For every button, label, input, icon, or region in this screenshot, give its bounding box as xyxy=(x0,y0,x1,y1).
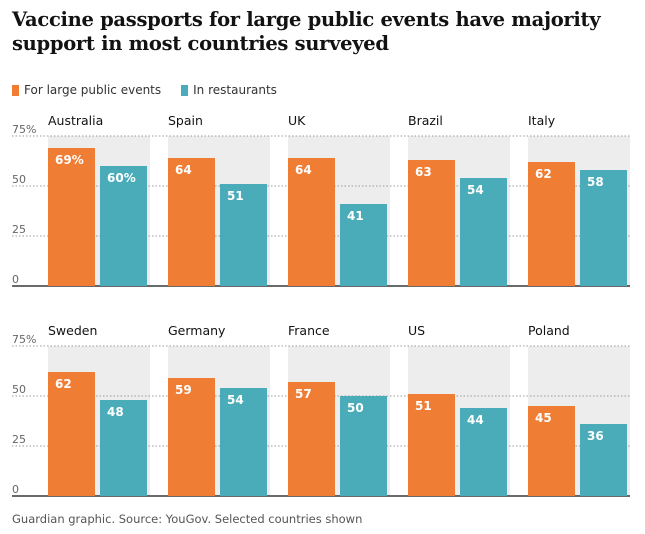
legend-item-events: For large public events xyxy=(12,83,161,97)
bar-large-events xyxy=(408,394,455,496)
bar-large-events xyxy=(408,160,455,286)
panel-title: Brazil xyxy=(408,113,443,128)
y-tick-label: 50 xyxy=(12,383,26,396)
data-label: 64 xyxy=(175,163,192,177)
panel-title: Poland xyxy=(528,323,570,338)
data-label: 36 xyxy=(587,429,604,443)
data-label: 54 xyxy=(467,183,484,197)
legend-swatch-restaurants xyxy=(181,84,189,96)
data-label: 60% xyxy=(107,171,136,185)
data-label: 59 xyxy=(175,383,192,397)
data-label: 44 xyxy=(467,413,484,427)
bar-large-events xyxy=(528,162,575,286)
data-label: 63 xyxy=(415,165,432,179)
data-label: 51 xyxy=(227,189,244,203)
bar-restaurants xyxy=(580,424,627,496)
y-tick-label: 75% xyxy=(12,123,36,136)
panel-title: France xyxy=(288,323,330,338)
y-tick-label: 0 xyxy=(12,483,19,496)
legend-label-events: For large public events xyxy=(24,83,162,97)
y-tick-label: 50 xyxy=(12,173,26,186)
data-label: 54 xyxy=(227,393,244,407)
legend-swatch-events xyxy=(12,84,19,96)
legend: For large public events In restaurants xyxy=(12,83,297,97)
bar-restaurants xyxy=(340,204,387,286)
chart-title: Vaccine passports for large public event… xyxy=(12,8,601,55)
legend-label-restaurants: In restaurants xyxy=(193,83,277,97)
data-label: 62 xyxy=(55,377,72,391)
panel-title: Spain xyxy=(168,113,203,128)
y-tick-label: 25 xyxy=(12,433,26,446)
bar-restaurants xyxy=(460,178,507,286)
data-label: 69% xyxy=(55,153,84,167)
bar-large-events xyxy=(528,406,575,496)
legend-item-restaurants: In restaurants xyxy=(181,83,277,97)
bar-restaurants xyxy=(100,166,147,286)
bar-restaurants xyxy=(220,184,267,286)
bar-large-events xyxy=(168,378,215,496)
data-label: 45 xyxy=(535,411,552,425)
panel-title: UK xyxy=(288,113,306,128)
bar-restaurants xyxy=(100,400,147,496)
panel-title: Sweden xyxy=(48,323,97,338)
data-label: 62 xyxy=(535,167,552,181)
bar-restaurants xyxy=(340,396,387,496)
data-label: 51 xyxy=(415,399,432,413)
bar-restaurants xyxy=(460,408,507,496)
bar-large-events xyxy=(288,158,335,286)
data-label: 58 xyxy=(587,175,604,189)
data-label: 57 xyxy=(295,387,312,401)
data-label: 50 xyxy=(347,401,364,415)
y-tick-label: 75% xyxy=(12,333,36,346)
data-label: 64 xyxy=(295,163,312,177)
bar-restaurants xyxy=(580,170,627,286)
panel-title: Germany xyxy=(168,323,226,338)
y-tick-label: 0 xyxy=(12,273,19,286)
data-label: 48 xyxy=(107,405,124,419)
panel-title: Italy xyxy=(528,113,556,128)
source-note: Guardian graphic. Source: YouGov. Select… xyxy=(12,512,363,526)
panel-title: Australia xyxy=(48,113,103,128)
bar-large-events xyxy=(288,382,335,496)
bar-large-events xyxy=(168,158,215,286)
y-tick-label: 25 xyxy=(12,223,26,236)
bar-large-events xyxy=(48,372,95,496)
data-label: 41 xyxy=(347,209,364,223)
panel-title: US xyxy=(408,323,425,338)
bar-large-events xyxy=(48,148,95,286)
bar-restaurants xyxy=(220,388,267,496)
